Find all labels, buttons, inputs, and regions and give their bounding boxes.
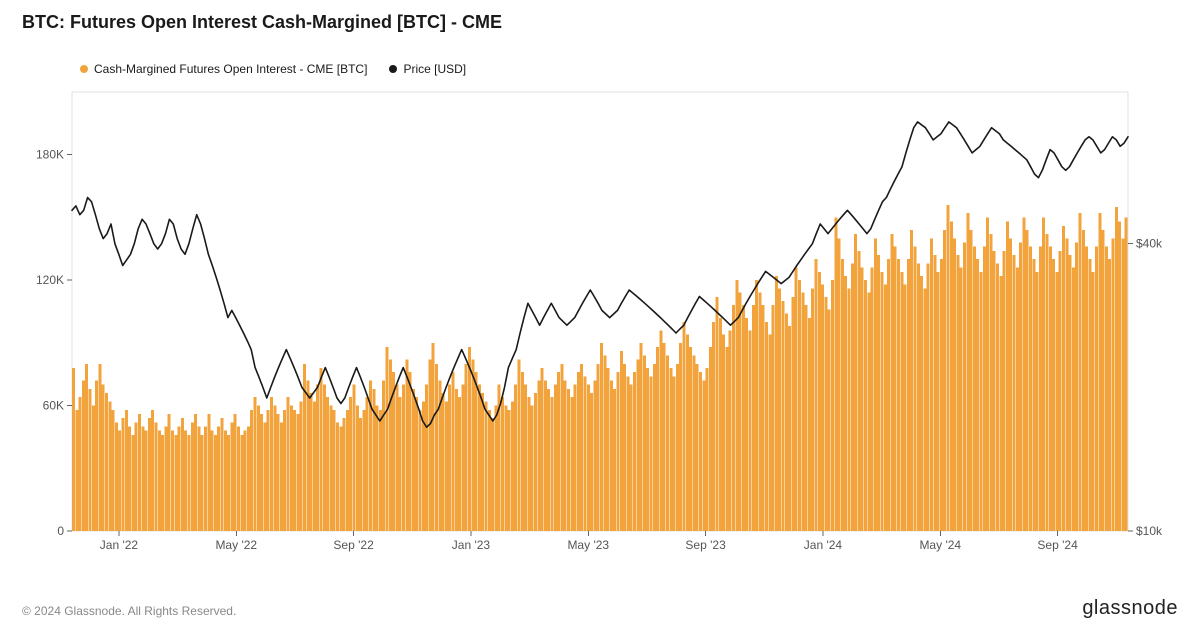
svg-text:May '22: May '22 xyxy=(215,538,257,552)
svg-text:May '24: May '24 xyxy=(919,538,961,552)
legend-label-oi: Cash-Margined Futures Open Interest - CM… xyxy=(94,62,367,76)
legend: Cash-Margined Futures Open Interest - CM… xyxy=(80,62,466,76)
svg-text:Jan '24: Jan '24 xyxy=(804,538,843,552)
svg-text:May '23: May '23 xyxy=(567,538,609,552)
svg-text:Sep '24: Sep '24 xyxy=(1037,538,1078,552)
chart-svg: 0 60K 120K 180K $10k $40k Jan '22 May '22 Sep '2… xyxy=(22,82,1178,567)
svg-text:Sep '22: Sep '22 xyxy=(333,538,374,552)
legend-swatch-price xyxy=(389,65,397,73)
footer-copyright: © 2024 Glassnode. All Rights Reserved. xyxy=(22,604,236,618)
svg-text:$40k: $40k xyxy=(1136,237,1163,251)
legend-label-price: Price [USD] xyxy=(403,62,466,76)
svg-text:180K: 180K xyxy=(36,148,64,162)
svg-text:$10k: $10k xyxy=(1136,524,1163,538)
legend-item-price: Price [USD] xyxy=(389,62,466,76)
chart-title: BTC: Futures Open Interest Cash-Margined… xyxy=(22,12,502,33)
legend-swatch-oi xyxy=(80,65,88,73)
svg-text:60K: 60K xyxy=(43,399,64,413)
chart-area[interactable]: 0 60K 120K 180K $10k $40k Jan '22 May '22 Sep '2… xyxy=(22,82,1178,567)
svg-text:0: 0 xyxy=(57,524,64,538)
svg-text:Jan '23: Jan '23 xyxy=(452,538,491,552)
svg-text:Sep '23: Sep '23 xyxy=(685,538,726,552)
brand-logo: glassnode xyxy=(1082,597,1178,620)
legend-item-oi: Cash-Margined Futures Open Interest - CM… xyxy=(80,62,367,76)
svg-text:120K: 120K xyxy=(36,273,64,287)
svg-text:Jan '22: Jan '22 xyxy=(100,538,139,552)
